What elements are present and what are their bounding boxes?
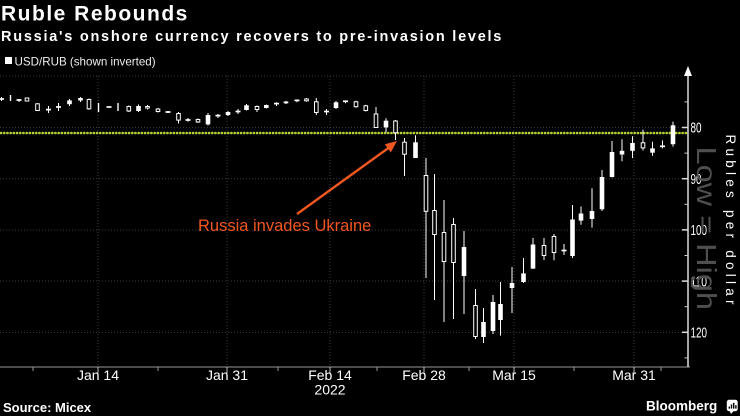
svg-text:90: 90: [691, 172, 702, 188]
svg-text:Ruble Rebounds: Ruble Rebounds: [1, 3, 189, 26]
svg-text:Russia's onshore currency reco: Russia's onshore currency recovers to pr…: [1, 29, 503, 45]
svg-text:Feb 28: Feb 28: [402, 367, 446, 383]
svg-text:Mar 15: Mar 15: [492, 367, 536, 383]
svg-text:Bloomberg: Bloomberg: [646, 399, 717, 414]
svg-text:Mar 31: Mar 31: [612, 367, 656, 383]
svg-text:2022: 2022: [314, 382, 345, 398]
svg-text:100: 100: [691, 223, 708, 239]
svg-text:Source: Micex: Source: Micex: [3, 400, 92, 415]
svg-text:120: 120: [691, 326, 708, 342]
svg-text:Low = High: Low = High: [691, 147, 722, 311]
svg-text:110: 110: [691, 274, 708, 290]
svg-text:Russia invades Ukraine: Russia invades Ukraine: [198, 217, 371, 235]
svg-text:Jan 14: Jan 14: [77, 367, 119, 383]
svg-text:Feb 14: Feb 14: [308, 367, 352, 383]
svg-text:80: 80: [691, 121, 702, 137]
svg-text:Jan 31: Jan 31: [206, 367, 248, 383]
svg-text:USD/RUB (shown inverted): USD/RUB (shown inverted): [15, 56, 156, 69]
